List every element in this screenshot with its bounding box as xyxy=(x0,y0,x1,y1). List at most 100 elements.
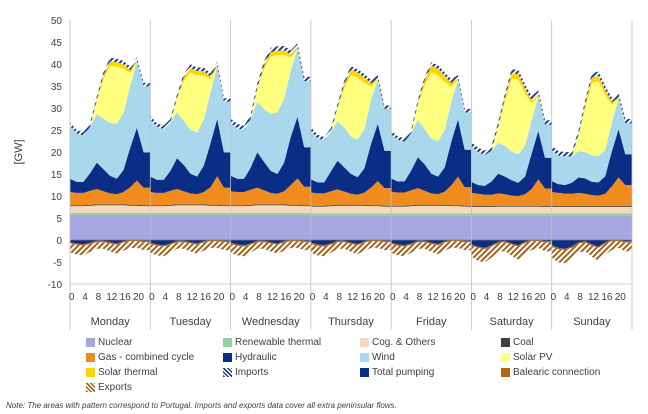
x-hour-label: 4 xyxy=(403,292,409,303)
area-gas-cc xyxy=(150,176,231,206)
legend-swatch xyxy=(501,353,510,362)
area-nuclear xyxy=(150,214,231,240)
area-renewable-thermal xyxy=(230,212,311,215)
x-hour-label: 4 xyxy=(484,292,490,303)
legend-item-cog-others: Cog. & Others xyxy=(360,337,435,348)
day-label: Thursday xyxy=(328,316,374,328)
x-hour-label: 8 xyxy=(497,292,503,303)
y-tick-label: 30 xyxy=(51,104,63,115)
area-cog-others xyxy=(70,205,151,213)
x-hour-label: 4 xyxy=(243,292,249,303)
y-tick-label: 0 xyxy=(56,236,62,247)
legend-label: Renewable thermal xyxy=(235,337,322,348)
legend-swatch xyxy=(501,368,510,377)
area-renewable-thermal xyxy=(391,213,472,216)
legend-label: Wind xyxy=(372,352,395,363)
x-hour-label: 20 xyxy=(374,292,386,303)
x-hour-label: 0 xyxy=(229,292,235,303)
x-hour-label: 20 xyxy=(454,292,466,303)
area-hydraulic xyxy=(230,116,311,194)
area-solar-pv xyxy=(150,66,231,133)
area-balearic xyxy=(551,240,632,251)
legend-label: Nuclear xyxy=(98,337,133,348)
area-solar-pv xyxy=(70,61,151,136)
area-wind xyxy=(551,98,632,185)
y-axis-label: [GW] xyxy=(13,139,25,164)
day-label: Wednesday xyxy=(242,316,300,328)
area-wind xyxy=(150,66,231,180)
area-renewable-thermal xyxy=(551,213,632,216)
legend-label: Total pumping xyxy=(372,367,435,378)
area-renewable-thermal xyxy=(310,213,392,216)
legend-label: Solar PV xyxy=(513,352,553,363)
legend-swatch xyxy=(223,338,232,347)
legend-label: Cog. & Others xyxy=(372,337,436,348)
legend-swatch xyxy=(360,353,369,362)
x-hour-label: 12 xyxy=(508,292,520,303)
area-cog-others xyxy=(310,205,392,214)
x-hour-label: 16 xyxy=(120,292,132,303)
x-hour-label: 20 xyxy=(213,292,225,303)
legend-item-total-pumping: Total pumping xyxy=(360,367,434,378)
area-exports xyxy=(471,241,552,263)
area-exports xyxy=(230,241,311,257)
day-label: Sunday xyxy=(573,316,611,328)
x-hour-label: 0 xyxy=(551,292,557,303)
legend-item-nuclear: Nuclear xyxy=(86,337,132,348)
x-hour-label: 8 xyxy=(417,292,423,303)
day-label: Monday xyxy=(91,316,131,328)
x-hour-label: 16 xyxy=(360,292,372,303)
legend-swatch xyxy=(223,368,232,377)
area-wind xyxy=(310,79,392,183)
x-hour-label: 0 xyxy=(149,292,155,303)
x-hour-label: 0 xyxy=(470,292,476,303)
area-gas-cc xyxy=(70,180,151,206)
area-gas-cc xyxy=(230,178,311,206)
x-hour-label: 20 xyxy=(294,292,306,303)
legend-swatch xyxy=(86,368,95,377)
area-cog-others xyxy=(551,207,632,214)
x-hour-label: 16 xyxy=(280,292,292,303)
area-balearic xyxy=(150,240,231,247)
day-label: Saturday xyxy=(490,316,535,328)
y-tick-label: 15 xyxy=(51,170,63,181)
area-wind xyxy=(230,48,311,179)
area-solar-thermal xyxy=(391,65,472,142)
area-gas-cc xyxy=(310,181,392,206)
x-hour-label: 8 xyxy=(96,292,102,303)
area-coal xyxy=(391,204,472,207)
x-hour-label: 8 xyxy=(176,292,182,303)
area-nuclear xyxy=(391,215,472,240)
legend-item-coal: Coal xyxy=(501,337,534,348)
area-nuclear xyxy=(551,215,632,240)
footnote: Note: The areas with pattern correspond … xyxy=(6,401,397,410)
area-solar-pv xyxy=(310,75,392,141)
area-gas-cc xyxy=(391,176,472,206)
x-hour-label: 8 xyxy=(577,292,583,303)
area-renewable-thermal xyxy=(150,212,231,215)
legend-swatch xyxy=(86,383,95,392)
area-balearic xyxy=(70,240,151,246)
area-balearic xyxy=(230,240,311,247)
legend-label: Solar thermal xyxy=(98,367,158,378)
x-hour-label: 12 xyxy=(427,292,439,303)
area-cog-others xyxy=(230,205,311,213)
area-exports xyxy=(70,241,151,256)
area-balearic xyxy=(471,240,552,250)
area-hydraulic xyxy=(551,129,632,196)
x-hour-label: 16 xyxy=(441,292,453,303)
area-wind xyxy=(471,95,552,186)
x-hour-label: 4 xyxy=(564,292,570,303)
area-exports xyxy=(551,241,632,264)
area-gas-cc xyxy=(551,177,632,207)
legend-label: Balearic connection xyxy=(513,367,601,378)
area-coal xyxy=(70,204,151,207)
area-nuclear xyxy=(70,214,151,240)
legend-label: Coal xyxy=(513,337,534,348)
legend-swatch xyxy=(360,338,369,347)
area-coal xyxy=(471,205,552,207)
y-tick-label: 40 xyxy=(51,60,63,71)
area-total-pumping xyxy=(230,240,311,246)
